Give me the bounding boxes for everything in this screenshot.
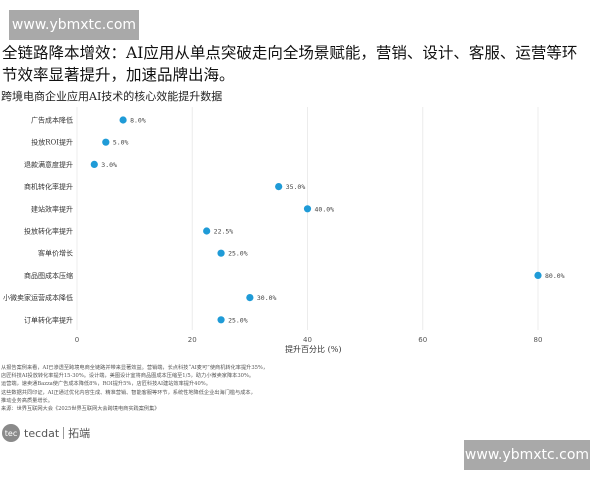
data-label: 80.0% bbox=[545, 272, 565, 280]
data-point bbox=[534, 271, 542, 279]
data-point bbox=[275, 183, 283, 191]
note-line: 店匠科技AI投放转化率提升15-30%。设计端，美图设计室将商品图成本压缩至1/… bbox=[1, 373, 255, 380]
data-label: 8.0% bbox=[130, 117, 146, 125]
data-point bbox=[102, 138, 110, 146]
source-line: 来源：世界互联网大会《2025世界互联网大会跨境电商实践案例集》 bbox=[1, 406, 160, 413]
x-tick-label: 20 bbox=[188, 336, 197, 344]
category-label: 商品图成本压缩 bbox=[24, 271, 73, 280]
data-label: 5.0% bbox=[113, 139, 129, 147]
category-label: 小微卖家运营成本降低 bbox=[3, 293, 73, 302]
data-point bbox=[246, 294, 254, 302]
x-tick-label: 80 bbox=[534, 336, 543, 344]
logo-latin: tecdat bbox=[24, 426, 60, 440]
data-label: 25.0% bbox=[228, 250, 248, 258]
x-axis-label: 提升百分比 (%) bbox=[285, 344, 341, 354]
x-tick-label: 40 bbox=[303, 336, 312, 344]
category-label: 广告成本降低 bbox=[31, 116, 73, 125]
data-point bbox=[217, 316, 225, 324]
logo-divider bbox=[63, 427, 65, 439]
x-tick-label: 60 bbox=[418, 336, 427, 344]
watermark-top: www.ybmxtc.com bbox=[9, 10, 139, 40]
dot-plot: 0 20 40 60 80 提升百分比 (%) 广告成本降低 8.0% 投放ROI提升 5.0% 退… bbox=[3, 107, 565, 354]
data-point bbox=[119, 116, 127, 124]
data-label: 25.0% bbox=[228, 316, 248, 324]
data-point bbox=[217, 249, 225, 257]
footnotes: 从报告案例来看，AI已渗透至跨境电商全链路并带来显著效益。营销端，长点科技“AI… bbox=[1, 364, 341, 413]
category-label: 订单转化率提升 bbox=[24, 315, 73, 324]
logo-mark: tec bbox=[2, 424, 20, 442]
logo-chinese: 拓端 bbox=[68, 427, 91, 440]
data-label: 40.0% bbox=[315, 205, 335, 213]
category-label: 投放ROI提升 bbox=[31, 138, 73, 147]
note-line: 运营端，速卖通Bazza使广告成本降低8%，ROI提升5%，店匠科技AI建站效率… bbox=[1, 381, 211, 388]
tecdat-logo: tec tecdat 拓端 bbox=[2, 424, 90, 442]
data-label: 3.0% bbox=[101, 161, 117, 169]
data-point bbox=[203, 227, 211, 235]
category-label: 商机转化率提升 bbox=[24, 182, 73, 191]
data-label: 30.0% bbox=[257, 294, 277, 302]
category-label: 建站效率提升 bbox=[31, 204, 73, 213]
data-point bbox=[90, 160, 98, 168]
chart-title: 跨境电商企业应用AI技术的核心效能提升数据 bbox=[1, 90, 223, 103]
note-line: 这些数据共同印证，AI正通过优化内容生成、精准营销、智能客服等环节，系统性地降低… bbox=[1, 389, 256, 396]
category-label: 投放转化率提升 bbox=[24, 227, 73, 236]
category-label: 客单价增长 bbox=[38, 249, 73, 258]
watermark-bottom: www.ybmxtc.com bbox=[464, 440, 590, 470]
data-point bbox=[303, 205, 312, 213]
data-label: 22.5% bbox=[214, 228, 234, 236]
data-label: 35.0% bbox=[286, 183, 306, 191]
note-line: 推动业务高质量增长。 bbox=[1, 397, 53, 404]
x-tick-label: 0 bbox=[75, 336, 79, 344]
note-line: 从报告案例来看，AI已渗透至跨境电商全链路并带来显著效益。营销端，长点科技“AI… bbox=[1, 365, 269, 371]
category-label: 退款满意度提升 bbox=[24, 160, 73, 169]
headline: 全链路降本增效：AI应用从单点突破走向全场景赋能，营销、设计、客服、运营等环节效… bbox=[2, 44, 578, 84]
